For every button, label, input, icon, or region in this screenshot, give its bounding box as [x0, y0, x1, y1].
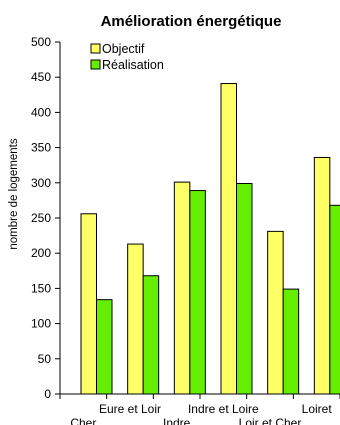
bar-objectif — [127, 243, 144, 395]
y-tick-label: 0 — [44, 387, 51, 401]
bar-realisation — [189, 190, 206, 395]
y-tick-label: 250 — [31, 211, 51, 225]
axes — [55, 41, 340, 399]
x-category-label: Indre — [163, 416, 191, 425]
y-tick-label: 300 — [31, 176, 51, 190]
bar-objectif — [80, 213, 97, 395]
chart-title: Amélioration énergétique — [101, 13, 282, 30]
legend: Objectif Réalisation — [90, 42, 164, 72]
bar-realisation — [329, 204, 340, 395]
bar-objectif — [267, 230, 284, 395]
bar-objectif — [173, 181, 191, 395]
x-category-label: Eure et Loir — [99, 402, 161, 416]
x-category-label: Loir et Cher — [239, 416, 302, 425]
bar-realisation — [96, 299, 113, 395]
bar-realisation — [282, 288, 300, 395]
y-tick-label: 450 — [31, 70, 51, 84]
legend-label: Objectif — [102, 42, 145, 56]
y-tick-label: 150 — [31, 281, 51, 295]
x-category-label: Loiret — [302, 402, 333, 416]
legend-swatch — [90, 59, 101, 70]
y-tick-label: 200 — [31, 246, 51, 260]
y-axis-label: nombre de logements — [8, 138, 20, 249]
y-tick-label: 350 — [31, 141, 51, 155]
y-tick-label: 500 — [31, 35, 51, 49]
y-tick-label: 400 — [31, 105, 51, 119]
bar-objectif — [313, 156, 331, 395]
bar-realisation — [236, 183, 253, 395]
legend-label: Réalisation — [102, 58, 164, 72]
bars-group — [80, 83, 340, 395]
x-category-label: Cher — [70, 416, 96, 425]
bar-objectif — [220, 83, 237, 395]
legend-swatch — [90, 43, 101, 54]
y-tick-labels: 0 50 100 150 200 250 300 350 400 450 500 — [31, 35, 51, 401]
y-tick-label: 100 — [31, 317, 51, 331]
bar-realisation — [142, 275, 160, 395]
y-tick-label: 50 — [38, 352, 52, 366]
x-category-label: Indre et Loire — [188, 402, 259, 416]
